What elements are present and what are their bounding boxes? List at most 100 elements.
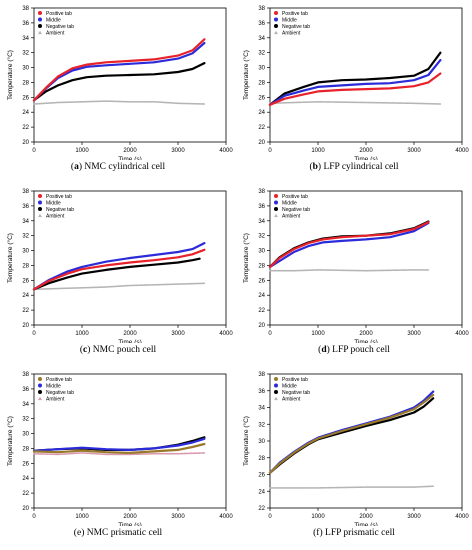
series-line-positive-tab (32, 248, 206, 291)
caption-paren: ) (87, 345, 93, 355)
legend-marker (38, 24, 42, 28)
caption-paren: ) (326, 345, 333, 355)
legend-marker (38, 207, 42, 211)
legend-marker (38, 194, 42, 198)
y-axis-label: Temperature (°C) (6, 233, 14, 283)
y-tick-label: 38 (22, 372, 29, 378)
chart-caption: (b) LFP cylindrical cell (236, 162, 472, 172)
chart-svg: 0 1000 2000 3000 4000 20 22 24 26 28 30 32 34 36 38 Tim… (242, 189, 469, 343)
caption-letter: f (316, 528, 320, 538)
caption-paren: ( (73, 528, 77, 538)
chart-panel-f: 0 1000 2000 3000 4000 22 24 26 28 30 32 34 36 38 Time … (236, 366, 472, 549)
x-tick-label: 4000 (455, 331, 469, 337)
caption-text: NMC pouch cell (92, 345, 157, 355)
legend-marker (38, 17, 42, 22)
legend-marker (38, 213, 42, 218)
x-tick-label: 4000 (219, 148, 233, 154)
y-tick-label: 20 (258, 323, 265, 329)
legend-label: Positive tab (46, 377, 72, 383)
chart-svg: 0 1000 2000 3000 4000 20 22 24 26 28 30 32 34 36 38 Tim… (6, 189, 233, 343)
legend-marker (274, 194, 278, 198)
y-tick-label: 34 (22, 402, 29, 408)
legend-marker (38, 377, 42, 381)
chart-panel-d: 0 1000 2000 3000 4000 20 22 24 26 28 30 32 34 36 38 Tim… (236, 183, 472, 366)
x-tick-label: 0 (268, 148, 272, 154)
legend-label: Positive tab (46, 11, 72, 17)
legend-label: Ambient (46, 396, 65, 402)
legend-label: Middle (282, 383, 297, 389)
y-tick-label: 34 (258, 406, 265, 412)
series-line-ambient (33, 452, 206, 456)
y-tick-label: 34 (258, 36, 265, 42)
y-tick-label: 30 (22, 66, 29, 72)
x-tick-label: 0 (268, 514, 272, 520)
x-tick-label: 0 (32, 514, 36, 520)
chart-caption: (e) NMC prismatic cell (0, 528, 236, 538)
y-tick-label: 34 (22, 36, 29, 42)
legend-label: Negative tab (46, 207, 74, 213)
y-tick-label: 36 (258, 389, 265, 395)
y-tick-label: 34 (258, 219, 265, 225)
y-tick-label: 20 (22, 140, 29, 146)
caption-paren: ) (317, 162, 324, 172)
legend-marker (274, 11, 278, 15)
legend-label: Middle (46, 200, 61, 206)
y-axis-label: Temperature (°C) (242, 416, 250, 466)
legend-marker (38, 383, 42, 388)
y-tick-label: 20 (258, 140, 265, 146)
legend-label: Ambient (282, 213, 301, 219)
y-tick-label: 36 (22, 387, 29, 393)
y-tick-label: 26 (22, 461, 29, 467)
caption-text: LFP prismatic cell (325, 528, 395, 538)
y-tick-label: 36 (258, 204, 265, 210)
legend-label: Negative tab (46, 24, 74, 30)
y-tick-label: 30 (258, 249, 265, 255)
legend-marker (274, 17, 278, 22)
legend-label: Negative tab (282, 207, 310, 213)
caption-paren: ( (313, 528, 317, 538)
y-tick-label: 28 (22, 446, 29, 452)
x-tick-label: 3000 (407, 148, 421, 154)
y-tick-label: 32 (22, 234, 29, 240)
legend-marker (38, 30, 42, 35)
series-line-negative-tab (32, 61, 206, 102)
legend-marker (38, 390, 42, 394)
y-tick-label: 34 (22, 219, 29, 225)
series-line-ambient (269, 269, 430, 272)
y-tick-label: 26 (22, 95, 29, 101)
caption-text: NMC cylindrical cell (84, 162, 166, 172)
caption-paren: ( (70, 162, 75, 172)
chart-caption: (a) NMC cylindrical cell (0, 162, 236, 172)
legend-label: Middle (282, 17, 297, 23)
x-tick-label: 3000 (171, 331, 185, 337)
x-axis-label: Time (s) (354, 522, 378, 526)
y-tick-label: 38 (258, 372, 265, 378)
series-line-negative-tab (268, 51, 442, 106)
series-line-ambient (33, 100, 206, 105)
x-tick-label: 1000 (311, 331, 325, 337)
y-tick-label: 26 (258, 473, 265, 479)
y-tick-label: 38 (22, 6, 29, 12)
chart-svg: 0 1000 2000 3000 4000 22 24 26 28 30 32 34 36 38 Time … (242, 372, 469, 526)
legend-marker (38, 11, 42, 15)
chart-panel-a: 0 1000 2000 3000 4000 20 22 24 26 28 30 32 34 36 38 Tim… (0, 0, 236, 183)
y-tick-label: 30 (22, 249, 29, 255)
caption-letter: e (76, 528, 82, 538)
y-tick-label: 24 (22, 476, 29, 482)
caption-letter: d (321, 345, 327, 355)
chart-caption: (c) NMC pouch cell (0, 345, 236, 355)
x-tick-label: 0 (268, 331, 272, 337)
x-tick-label: 1000 (75, 148, 89, 154)
legend-label: Ambient (46, 213, 65, 219)
y-tick-label: 28 (22, 80, 29, 86)
legend-marker (274, 207, 278, 211)
y-tick-label: 26 (22, 278, 29, 284)
y-tick-label: 24 (22, 110, 29, 116)
y-tick-label: 28 (258, 80, 265, 86)
series-line-negative-tab (32, 257, 201, 291)
y-tick-label: 36 (22, 204, 29, 210)
y-tick-label: 30 (258, 439, 265, 445)
y-tick-label: 22 (258, 308, 265, 314)
x-axis-label: Time (s) (354, 156, 378, 160)
caption-paren: ( (309, 162, 313, 172)
